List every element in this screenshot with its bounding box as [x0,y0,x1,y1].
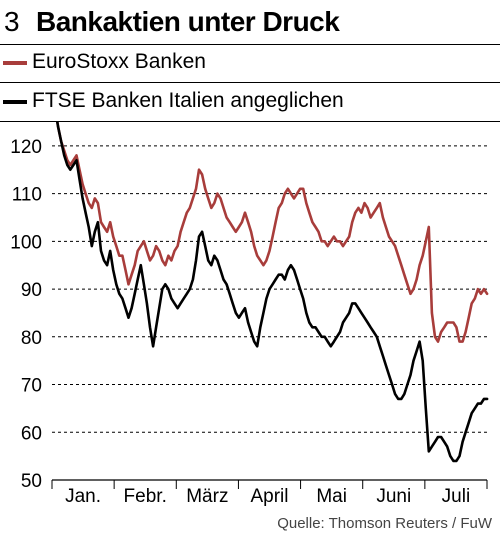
x-tick-label-1: Febr. [124,486,167,507]
legend-label-ftse: FTSE Banken Italien angeglichen [32,89,344,112]
grid [52,145,487,433]
y-tick-label-50: 50 [21,471,42,492]
x-tick-label-2: März [186,486,228,507]
series-line-1 [56,122,489,463]
series-group [56,122,489,463]
x-tick-label-4: Mai [316,486,347,507]
x-tick-label-0: Jan. [65,486,101,507]
x-tick-label-3: April [250,486,288,507]
y-tick-label-100: 100 [10,232,42,253]
y-tick-label-120: 120 [10,137,42,158]
line-chart: 50 60 70 80 90 100 110 120 Jan. Febr. März April Mai… [10,122,489,507]
legend-entry-ftse: FTSE Banken Italien angeglichen [0,83,500,122]
source-note: Quelle: Thomson Reuters / FuW [277,515,492,532]
chart-title: Bankaktien unter Druck [36,6,340,37]
legend-swatch-eurostoxx [3,61,27,65]
y-tick-label-110: 110 [12,185,42,206]
y-tick-label-90: 90 [21,280,42,301]
legend-label-eurostoxx: EuroStoxx Banken [32,50,206,73]
figure-number: 3 [4,6,20,37]
y-tick-label-60: 60 [21,423,42,444]
x-tick-label-5: Juni [376,486,411,507]
chart-header: 3 Bankaktien unter Druck [0,0,500,45]
legend-swatch-ftse [3,100,27,104]
x-tick-label-6: Juli [442,486,471,507]
y-tick-label-80: 80 [21,328,42,349]
series-line-0 [56,122,489,343]
axes: 50 60 70 80 90 100 110 120 Jan. Febr. März April Mai… [10,137,488,507]
legend-entry-eurostoxx: EuroStoxx Banken [0,44,500,83]
y-tick-label-70: 70 [21,376,42,397]
